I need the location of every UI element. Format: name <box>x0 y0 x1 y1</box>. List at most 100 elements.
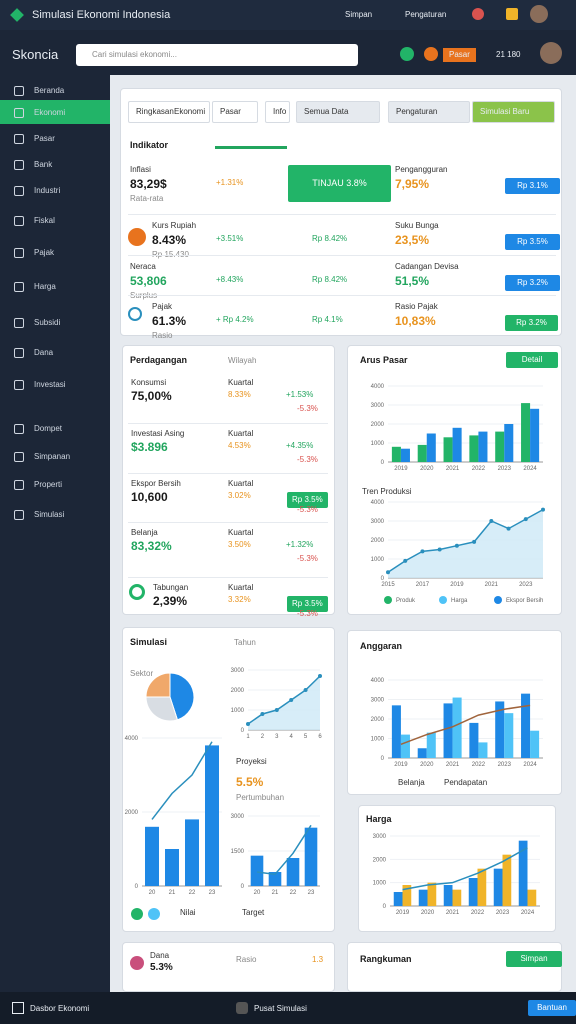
sidebar-icon <box>14 318 24 328</box>
row-action[interactable]: Rp 3.1% <box>505 178 560 194</box>
x-tick-label: 2022 <box>472 762 486 768</box>
row-action[interactable]: Rp 3.5% <box>505 234 560 250</box>
row-mid: Rp 8.42% <box>312 275 348 284</box>
sidebar-icon <box>14 510 24 520</box>
y-tick-label: 4000 <box>371 384 385 390</box>
x-tick-label: 4 <box>290 734 294 740</box>
row-right-label: Rasio Pajak <box>395 302 438 311</box>
bar <box>495 701 505 758</box>
row-mid: Rp 8.42% <box>312 234 348 243</box>
row-right-value: 8.33% <box>228 390 251 399</box>
row-right-value: 3.32% <box>228 595 251 604</box>
sidebar-item: Fiskal <box>34 216 55 225</box>
row-right-label: Pengangguran <box>395 165 448 174</box>
legend-dot <box>148 908 160 920</box>
row-action[interactable]: Rp 3.2% <box>505 275 560 291</box>
bar <box>443 437 453 462</box>
bar <box>477 868 487 906</box>
y-tick-label: 1000 <box>373 881 387 887</box>
point <box>523 517 528 522</box>
sidebar-item: Subsidi <box>34 318 61 327</box>
sidebar-icon <box>14 186 24 196</box>
tab-label: Pengaturan <box>396 107 438 116</box>
y-tick-label: 0 <box>135 884 139 890</box>
bar <box>426 732 436 758</box>
panel-button[interactable]: Simpan <box>506 951 562 967</box>
search-box[interactable] <box>76 44 358 66</box>
row-change: +1.31% <box>216 178 244 187</box>
sidebar-item: Beranda <box>34 86 65 95</box>
row-note: Rp 15.430 <box>152 251 189 259</box>
bar <box>469 722 479 758</box>
panel-title: Anggaran <box>360 641 403 651</box>
row-value: 2,39% <box>153 594 188 608</box>
point <box>472 539 477 544</box>
recap-panel <box>347 942 562 992</box>
tab <box>296 101 380 123</box>
row-button[interactable]: TINJAU 3.8% <box>288 165 391 202</box>
sidebar-icon <box>14 108 24 118</box>
row-divider <box>128 255 556 256</box>
funds-note: Rasio <box>236 955 257 964</box>
x-tick-label: 2020 <box>420 466 434 472</box>
x-tick-label: 5 <box>304 734 308 740</box>
x-tick-label: 2019 <box>396 910 410 916</box>
line <box>247 675 321 725</box>
panel-title: Rangkuman <box>360 954 412 964</box>
row-note: -5.3% <box>297 455 318 464</box>
panel-button[interactable]: Detail <box>506 352 558 368</box>
sidebar-item: Bank <box>34 160 53 169</box>
x-tick-label: 2022 <box>471 910 485 916</box>
y-tick-label: 4000 <box>371 500 385 506</box>
tab-label: Ringkasan <box>136 107 174 116</box>
pie-slice <box>169 672 195 721</box>
footer-icon <box>236 1002 248 1014</box>
row-right-label: Kuartal <box>228 479 254 488</box>
bar <box>185 819 199 886</box>
row-label: Ekspor Bersih <box>131 479 181 488</box>
row-right-value: 23,5% <box>395 233 430 247</box>
point <box>246 722 250 726</box>
legend-dot <box>494 596 502 604</box>
row-mid: Rp 4.1% <box>312 315 343 324</box>
bar <box>443 703 453 758</box>
row-right-label: Kuartal <box>228 429 254 438</box>
row-note: -5.3% <box>297 609 318 618</box>
bar <box>452 697 462 758</box>
area <box>248 676 320 730</box>
x-tick-label: 20 <box>149 890 156 896</box>
tab <box>388 101 470 123</box>
line <box>387 508 544 573</box>
x-tick-label: 2021 <box>485 582 499 588</box>
point <box>437 547 442 552</box>
x-tick-label: 1 <box>246 734 250 740</box>
y-tick-label: 3000 <box>371 519 385 525</box>
row-change[interactable]: Rp 3.5% <box>287 492 328 508</box>
row-change: +1.53% <box>286 390 314 399</box>
y-tick-label: 2000 <box>371 717 385 723</box>
pie-slice <box>145 696 179 722</box>
point <box>489 519 494 523</box>
footer-button[interactable]: Bantuan <box>528 1000 576 1016</box>
sidebar-icon <box>14 160 24 170</box>
y-tick-label: 3000 <box>371 403 385 409</box>
panel-title: Harga <box>366 814 392 824</box>
summary-panel <box>120 88 562 336</box>
row-divider <box>128 295 556 296</box>
sidebar-active[interactable] <box>0 100 110 124</box>
y-tick-label: 2000 <box>373 857 387 863</box>
tab <box>128 101 210 123</box>
legend-label: Target <box>242 908 265 917</box>
row-change[interactable]: Rp 3.5% <box>287 596 328 612</box>
row-action[interactable]: Rp 3.2% <box>505 315 558 331</box>
x-tick-label: 2023 <box>496 910 510 916</box>
sidebar <box>0 75 110 992</box>
row-divider <box>128 522 328 523</box>
legend-label: Belanja <box>398 778 425 787</box>
bar <box>478 742 488 758</box>
row-divider <box>128 473 328 474</box>
x-tick-label: 2019 <box>394 762 408 768</box>
bar <box>417 444 427 462</box>
y-tick-label: 0 <box>381 756 385 762</box>
